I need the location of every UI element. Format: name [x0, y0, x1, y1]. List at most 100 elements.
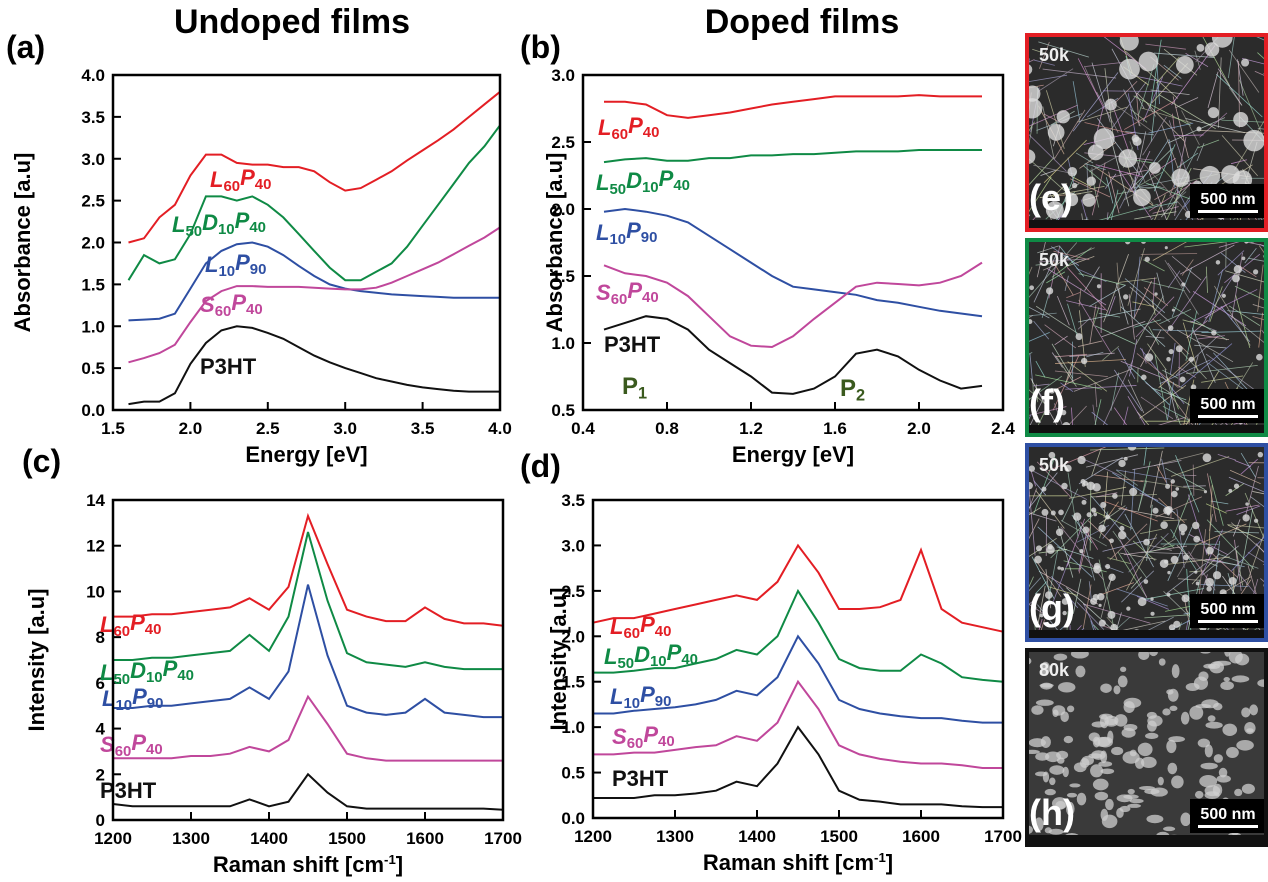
series-line: [592, 543, 1004, 633]
y-tick-label: 2.0: [561, 627, 585, 646]
sem-fiber: [1143, 588, 1204, 600]
sem-particle: [1086, 176, 1096, 186]
sem-fiber: [1183, 485, 1206, 487]
sem-fiber: [1033, 456, 1056, 515]
sem-grain: [1194, 790, 1204, 799]
sem-particle: [1175, 487, 1180, 491]
sem-fiber: [1025, 331, 1050, 344]
sem-fiber: [1091, 399, 1102, 437]
series-line: [112, 772, 504, 811]
x-tick-label: 1200: [94, 829, 132, 848]
sem-fiber: [1136, 92, 1185, 142]
sem-image: 50k (f) 500 nm: [1025, 238, 1268, 437]
sem-fiber: [1032, 470, 1088, 500]
sem-fiber: [1135, 295, 1164, 345]
sem-fiber: [1119, 539, 1148, 599]
sem-particle: [1112, 493, 1118, 499]
sem-grain: [1201, 699, 1219, 709]
sem-fiber: [1120, 360, 1162, 378]
sem-fiber: [1089, 304, 1097, 344]
sem-fiber: [1044, 324, 1077, 349]
sem-grain: [1158, 658, 1166, 666]
sem-particle: [1175, 345, 1183, 353]
sem-fiber: [1207, 71, 1219, 108]
sem-fiber: [1121, 570, 1155, 603]
series-label: L50D10P40: [100, 656, 194, 688]
sem-fiber: [1182, 319, 1205, 327]
sem-particle: [1195, 581, 1200, 586]
sem-fiber: [1037, 526, 1093, 578]
sem-fiber: [1051, 352, 1063, 368]
sem-fiber: [1149, 544, 1172, 551]
sem-grain: [1035, 771, 1048, 777]
sem-fiber: [1104, 500, 1158, 522]
sem-particle: [1107, 610, 1116, 619]
sem-fiber: [1181, 110, 1200, 146]
sem-fiber: [1166, 276, 1207, 334]
sem-fiber: [1207, 473, 1217, 522]
sem-border: [1025, 238, 1268, 437]
scale-bar: [1198, 415, 1258, 418]
sem-grain: [1066, 792, 1078, 798]
sem-particle: [1123, 294, 1129, 300]
sem-grain: [1053, 653, 1068, 661]
sem-fiber: [1228, 305, 1261, 326]
sem-fiber: [1098, 582, 1135, 596]
sem-grain: [1031, 705, 1044, 715]
sem-panel-label: (f): [1029, 382, 1065, 423]
sem-fiber: [1025, 76, 1028, 83]
x-axis-label: Energy [eV]: [245, 442, 367, 467]
sem-fiber: [1078, 288, 1082, 307]
series-label: L10P90: [610, 682, 671, 712]
sem-fiber: [1197, 335, 1225, 340]
y-tick-label: 2.5: [561, 582, 585, 601]
sem-fiber: [1125, 131, 1154, 136]
sem-particle: [1064, 192, 1079, 207]
sem-grain: [1226, 746, 1239, 758]
sem-grain: [1129, 798, 1144, 804]
sem-fiber: [1225, 483, 1245, 497]
sem-fiber: [1145, 43, 1186, 50]
sem-grain: [1060, 711, 1069, 723]
sem-fiber: [1102, 345, 1120, 361]
sem-particle: [1061, 482, 1068, 490]
sem-particle: [1087, 144, 1104, 161]
sem-grain: [1180, 711, 1190, 725]
sem-particle: [1086, 481, 1096, 491]
sem-fiber: [1072, 578, 1082, 614]
sem-fiber: [1148, 326, 1160, 345]
sem-particle: [1035, 545, 1043, 552]
sem-fiber: [1156, 272, 1165, 303]
sem-fiber: [1175, 455, 1200, 513]
sem-particle: [1207, 107, 1219, 119]
sem-fiber: [1035, 360, 1046, 378]
series-line: [603, 261, 983, 349]
sem-grain: [1044, 788, 1056, 796]
sem-particle: [1092, 593, 1100, 601]
x-tick-label: 1600: [902, 827, 940, 846]
sem-fiber: [1067, 303, 1078, 337]
sem-fiber: [1167, 381, 1175, 421]
sem-fiber: [1186, 320, 1208, 339]
sem-particle: [1150, 597, 1154, 601]
sem-fiber: [1244, 465, 1259, 519]
sem-fiber: [1117, 551, 1148, 598]
sem-particle: [1129, 487, 1138, 496]
sem-fiber: [1171, 255, 1202, 281]
sem-fiber: [1142, 76, 1164, 122]
sem-fiber: [1108, 296, 1116, 316]
sem-particle: [1119, 525, 1125, 531]
sem-texture: [1025, 238, 1268, 437]
sem-particle: [1202, 453, 1212, 463]
sem-fiber: [1129, 141, 1146, 184]
annotation: P1: [622, 373, 647, 403]
sem-fiber: [1025, 156, 1055, 190]
sem-particle: [1192, 521, 1200, 530]
sem-fiber: [1162, 405, 1193, 423]
sem-fiber: [1058, 245, 1085, 277]
sem-fiber: [1140, 528, 1162, 535]
sem-fiber: [1046, 271, 1066, 284]
sem-fiber: [1078, 273, 1126, 286]
sem-fiber: [1240, 452, 1256, 478]
sem-fiber: [1163, 519, 1187, 522]
